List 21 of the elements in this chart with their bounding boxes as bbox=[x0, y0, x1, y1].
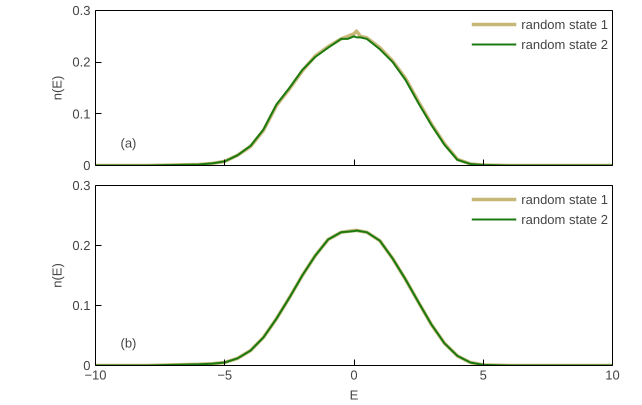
annotation: (a) bbox=[120, 136, 136, 150]
y-axis-title: n(E) bbox=[49, 76, 64, 100]
x-tick-label: −5 bbox=[217, 368, 232, 382]
y-tick-label: 0.2 bbox=[72, 238, 91, 253]
y-tick-label: 0.1 bbox=[72, 106, 91, 122]
x-axis-title: E bbox=[350, 388, 359, 402]
y-tick-label: 0.3 bbox=[72, 178, 91, 193]
legend-label: random state 2 bbox=[521, 212, 608, 226]
y-tick-label: 0.2 bbox=[72, 54, 91, 70]
legend-label: random state 2 bbox=[521, 36, 608, 52]
legend-label: random state 1 bbox=[521, 192, 608, 206]
y-tick-label: 0 bbox=[83, 358, 91, 373]
x-tick-label: 10 bbox=[605, 368, 620, 382]
legend-label: random state 1 bbox=[521, 16, 608, 32]
y-tick-label: 0 bbox=[83, 158, 91, 173]
x-tick-label: 0 bbox=[350, 368, 358, 382]
y-axis-title: n(E) bbox=[49, 263, 64, 288]
annotation: (b) bbox=[120, 336, 136, 350]
y-tick-label: 0.3 bbox=[72, 3, 91, 18]
y-tick-label: 0.1 bbox=[72, 298, 91, 313]
x-tick-label: 5 bbox=[480, 368, 487, 382]
